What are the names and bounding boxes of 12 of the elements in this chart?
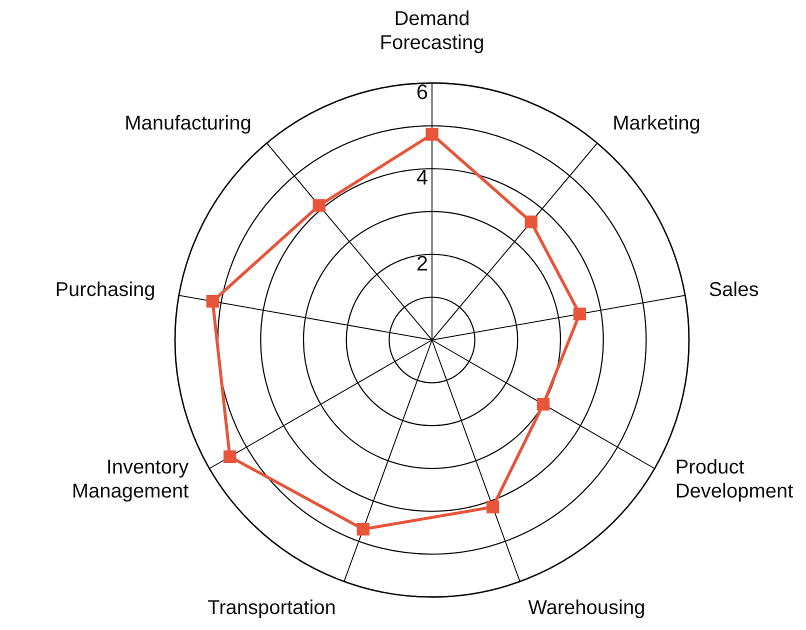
y-tick-label: 6 [416,81,428,104]
spoke-label: Transportation [208,597,336,620]
spoke-label: Manufacturing [124,112,252,135]
spoke-label: Warehousing [528,597,646,620]
spoke-label: Sales [708,279,759,302]
spoke-label: Demand Forecasting [380,8,484,54]
spoke-label: Inventory Management [72,456,190,502]
spoke-label: Product Development [675,456,794,502]
y-tick-label: 2 [416,252,428,276]
spoke-label: Marketing [612,112,700,135]
y-tick-label: 4 [416,166,428,190]
spoke-label: Purchasing [55,279,156,302]
